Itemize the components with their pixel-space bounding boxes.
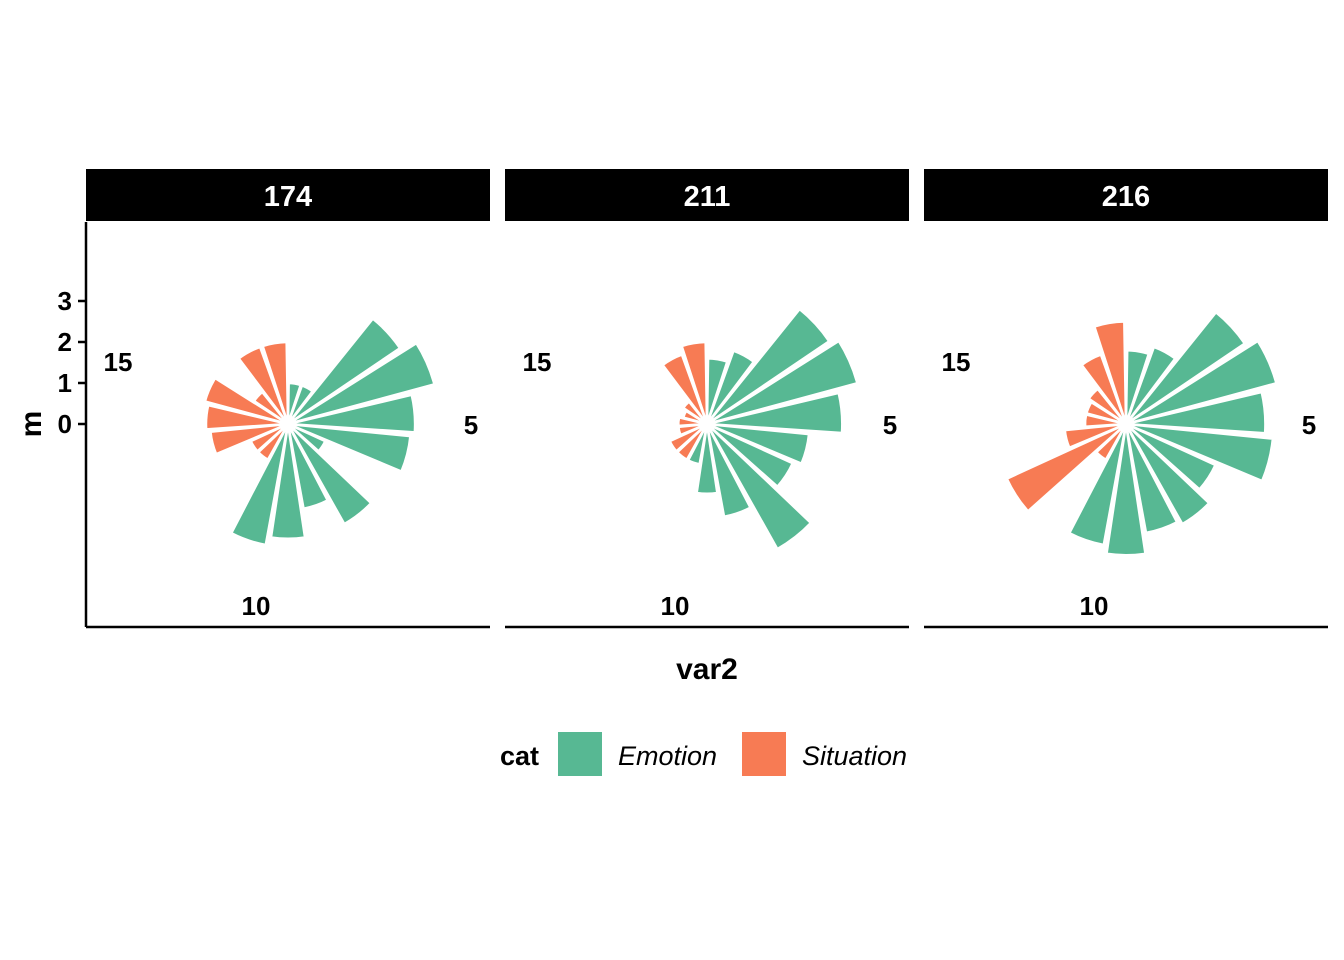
bar-emotion-3 [706,307,831,426]
theta-ticks: 5 10 15 [104,347,479,621]
bar-situation-14 [1063,422,1127,450]
bar-emotion-7 [1125,422,1218,492]
bar-situation-15 [677,415,708,428]
bar-emotion-11 [1067,423,1128,547]
bar-emotion-10 [269,423,307,541]
bar-emotion-8 [705,423,813,551]
theta-ticks: 5 10 15 [523,347,898,621]
y-tick-label: 2 [58,327,72,357]
bar-emotion-3 [1125,310,1247,426]
bar-situation-13 [249,422,289,454]
bar-situation-12 [675,423,709,462]
y-tick-label: 3 [58,286,72,316]
bar-emotion-10 [1105,423,1147,557]
bar-situation-19 [1092,320,1128,425]
bar-emotion-4 [287,341,436,426]
theta-ticks: 5 10 15 [942,347,1317,621]
bar-emotion-5 [1125,390,1267,435]
y-axis: 0 1 2 3 [58,286,86,439]
facet-strip-label: 216 [1102,181,1150,213]
facet-panel-174: 174 5 10 15 [84,169,490,629]
bar-emotion-10 [695,423,719,495]
y-axis-title: m [15,411,48,438]
bar-situation-15 [1083,413,1127,429]
bar-situation-16 [203,376,289,426]
bar-group [660,307,859,551]
facet-strip [505,169,909,221]
bar-situation-18 [236,345,290,425]
bar-situation-12 [256,423,290,462]
bar-emotion-9 [1124,423,1179,535]
bar-emotion-3 [287,316,402,426]
bar-emotion-6 [706,422,811,466]
facet-strip [86,169,490,221]
bar-situation-17 [252,390,289,426]
legend-key-situation [742,732,786,776]
bar-situation-14 [209,422,289,456]
bar-situation-17 [1086,387,1127,426]
bar-emotion-4 [1125,339,1278,426]
bar-situation-13 [1005,422,1127,514]
facet-panel-211: 211 5 10 15 [505,169,909,629]
theta-tick-label: 10 [1080,591,1109,621]
bar-situation-19 [680,340,709,425]
y-tick-label: 1 [58,368,72,398]
bar-emotion-6 [287,422,412,474]
theta-tick-label: 15 [523,347,552,377]
theta-tick-label: 15 [104,347,133,377]
x-axis-title: var2 [676,653,738,686]
bar-situation-12 [1094,423,1128,462]
bar-emotion-8 [1124,423,1211,526]
bar-emotion-11 [229,423,290,547]
bar-emotion-2 [1124,345,1178,425]
bar-situation-13 [668,422,708,454]
bar-emotion-7 [287,422,327,454]
bar-emotion-5 [706,391,844,435]
legend-label-emotion: Emotion [618,741,717,771]
facet-strip-label: 174 [264,181,312,213]
bar-situation-15 [204,403,289,431]
bar-group [1005,310,1278,557]
legend-label-situation: Situation [802,741,907,771]
bar-situation-19 [261,340,290,425]
bar-emotion-5 [287,393,417,434]
legend: cat Emotion Situation [500,732,907,776]
legend-key-emotion [558,732,602,776]
bar-emotion-7 [706,422,795,489]
bar-emotion-2 [705,349,756,425]
facet-panel-216: 216 5 10 15 [924,169,1328,629]
facet-strip-label: 211 [684,181,731,213]
bar-emotion-9 [286,423,330,511]
bar-emotion-6 [1125,422,1275,483]
theta-tick-label: 5 [1302,410,1316,440]
theta-tick-label: 15 [942,347,971,377]
bar-situation-18 [660,352,709,425]
theta-tick-label: 10 [242,591,271,621]
bar-emotion-4 [706,339,859,426]
theta-tick-label: 5 [464,410,478,440]
bar-situation-18 [1079,352,1128,425]
bar-emotion-8 [286,423,373,526]
legend-title: cat [500,741,539,771]
bar-emotion-9 [705,423,753,519]
theta-tick-label: 5 [883,410,897,440]
theta-tick-label: 10 [661,591,690,621]
facet-strip [924,169,1328,221]
bar-group [203,316,436,547]
facet-panels: 174 5 10 15 211 5 10 15 216 5 10 15 [84,169,1328,629]
y-tick-label: 0 [58,409,72,439]
